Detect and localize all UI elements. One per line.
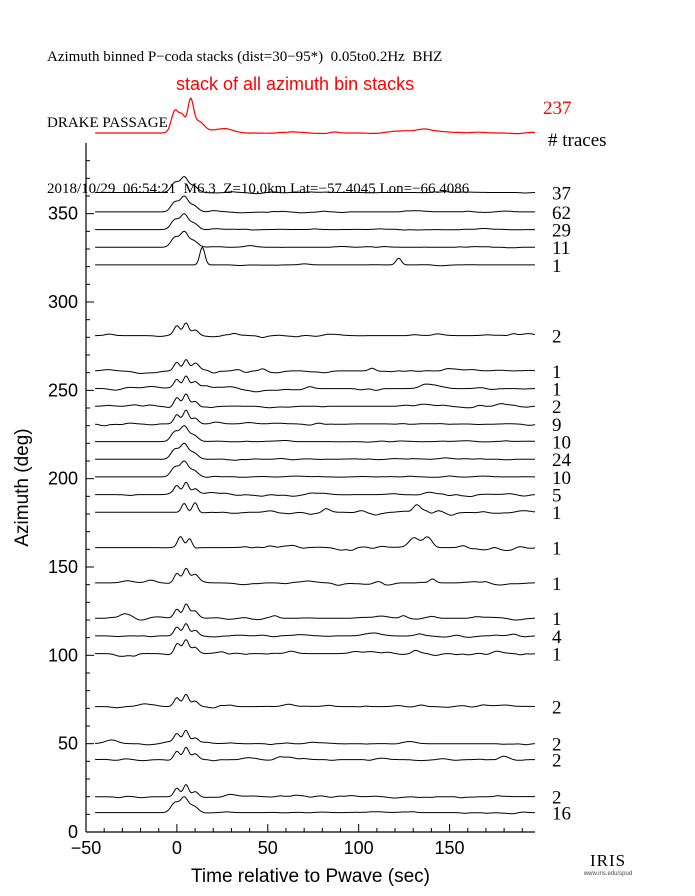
azimuth-trace (95, 536, 535, 551)
trace-count: 2 (552, 698, 562, 719)
header-title: Azimuth binned P−coda stacks (dist=30−95… (47, 49, 443, 65)
trace-count: 1 (552, 380, 562, 401)
y-tick-label: 200 (48, 469, 78, 489)
iris-logo-word: IRIS (589, 851, 627, 870)
trace-count: 1 (552, 539, 562, 560)
y-tick-label: 0 (68, 822, 78, 842)
azimuth-trace (95, 567, 535, 586)
trace-count: 1 (552, 256, 562, 277)
trace-count: 10 (552, 468, 571, 489)
trace-count: 2 (552, 327, 562, 348)
azimuth-trace (95, 393, 535, 409)
azimuth-trace (95, 746, 535, 762)
azimuth-trace (95, 230, 535, 249)
stack-label: stack of all azimuth bin stacks (176, 74, 414, 94)
azimuth-trace (95, 359, 536, 375)
trace-count: 29 (552, 221, 571, 242)
azimuth-trace (95, 622, 535, 638)
azimuth-trace (95, 603, 535, 621)
y-tick-label: 300 (48, 292, 78, 312)
iris-logo-url: www.iris.edu/spud (583, 871, 633, 877)
count-header: # traces (548, 130, 607, 151)
trace-count: 2 (552, 397, 562, 418)
trace-count: 1 (552, 609, 562, 630)
azimuth-trace (95, 481, 535, 498)
trace-count: 62 (552, 203, 571, 224)
x-axis-label: Time relative to Pwave (sec) (191, 866, 430, 887)
trace-count: 1 (552, 503, 562, 524)
trace-count: 37 (552, 183, 571, 204)
stack-count: 237 (543, 98, 572, 119)
azimuth-trace (95, 322, 536, 338)
trace-count: 1 (552, 645, 562, 666)
azimuth-trace (95, 693, 535, 709)
azimuth-trace (95, 375, 535, 393)
x-tick-label: 100 (344, 838, 374, 858)
x-tick-label: 150 (435, 838, 465, 858)
y-tick-label: 350 (48, 204, 78, 224)
azimuth-trace (95, 425, 535, 443)
trace-count: 9 (552, 415, 562, 436)
azimuth-trace (95, 796, 535, 815)
azimuth-trace (95, 175, 535, 195)
azimuth-trace (95, 729, 536, 746)
trace-count: 11 (552, 238, 570, 259)
azimuth-trace (95, 639, 536, 657)
trace-count: 1 (552, 362, 562, 383)
trace-count: 16 (552, 804, 571, 825)
y-tick-label: 100 (48, 645, 78, 665)
trace-count: 5 (552, 486, 562, 507)
x-tick-label: −50 (71, 838, 102, 858)
y-tick-label: 250 (48, 380, 78, 400)
y-tick-label: 150 (48, 557, 78, 577)
trace-count: 2 (552, 735, 562, 756)
azimuth-trace (95, 213, 535, 231)
stack-trace (95, 97, 535, 135)
azimuth-trace (95, 195, 535, 214)
azimuth-trace (95, 442, 535, 461)
azimuth-trace (95, 246, 535, 267)
y-axis-label: Azimuth (deg) (12, 428, 33, 546)
trace-count: 2 (552, 751, 562, 772)
y-tick-label: 50 (58, 734, 78, 754)
trace-count: 24 (552, 450, 572, 471)
azimuth-trace (95, 409, 536, 427)
azimuth-trace (95, 783, 535, 799)
x-tick-label: 0 (172, 838, 182, 858)
header-region: DRAKE PASSAGE (47, 115, 168, 131)
x-tick-label: 50 (258, 838, 278, 858)
trace-count: 10 (552, 433, 571, 454)
iris-logo: IRIS www.iris.edu/spud (578, 852, 638, 878)
azimuth-trace (95, 502, 536, 516)
trace-count: 1 (552, 574, 562, 595)
trace-count: 2 (552, 788, 562, 809)
azimuth-trace (95, 460, 535, 478)
trace-count: 4 (552, 627, 562, 648)
